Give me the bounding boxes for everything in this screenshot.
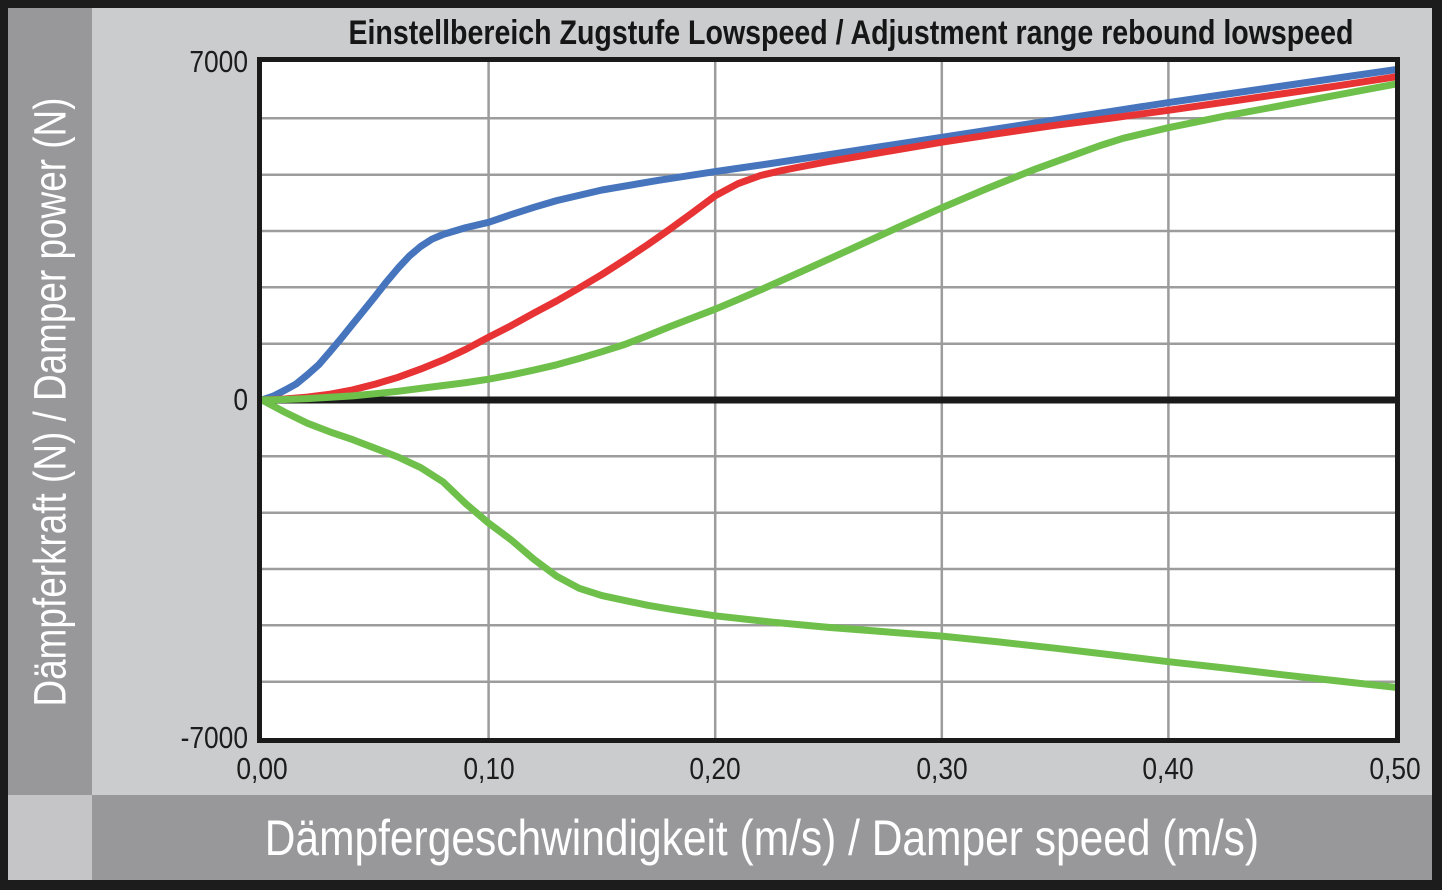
rebound-lowspeed-open-green-line — [262, 80, 1395, 404]
x-tick-0-30: 0,30 — [916, 751, 968, 786]
x-tick-0-10: 0,10 — [463, 751, 515, 786]
y-tick-7000: 7000 — [189, 44, 248, 79]
chart-plot-svg — [262, 62, 1395, 738]
x-tick-0-20: 0,20 — [689, 751, 741, 786]
rebound-lowspeed-closed-blue-line — [262, 66, 1395, 404]
plot-area — [257, 57, 1400, 743]
x-tick-0-00: 0,00 — [236, 751, 288, 786]
chart-canvas: Dämpferkraft (N) / Damper power (N) Dämp… — [8, 8, 1432, 880]
x-axis-label: Dämpfergeschwindigkeit (m/s) / Damper sp… — [264, 809, 1260, 866]
y-tick-minus-7000: -7000 — [180, 720, 248, 755]
corner-spacer — [8, 795, 92, 880]
y-axis-band: Dämpferkraft (N) / Damper power (N) — [8, 8, 92, 795]
chart-title: Einstellbereich Zugstufe Lowspeed / Adju… — [348, 14, 1354, 52]
x-tick-0-50: 0,50 — [1369, 751, 1421, 786]
rebound-lowspeed-medium-red-line — [262, 73, 1395, 404]
x-axis-band: Dämpfergeschwindigkeit (m/s) / Damper sp… — [92, 795, 1432, 880]
y-tick-0: 0 — [233, 382, 248, 417]
compression-reference-green-line — [262, 396, 1395, 691]
y-axis-label: Dämpferkraft (N) / Damper power (N) — [24, 97, 76, 706]
x-tick-0-40: 0,40 — [1142, 751, 1194, 786]
